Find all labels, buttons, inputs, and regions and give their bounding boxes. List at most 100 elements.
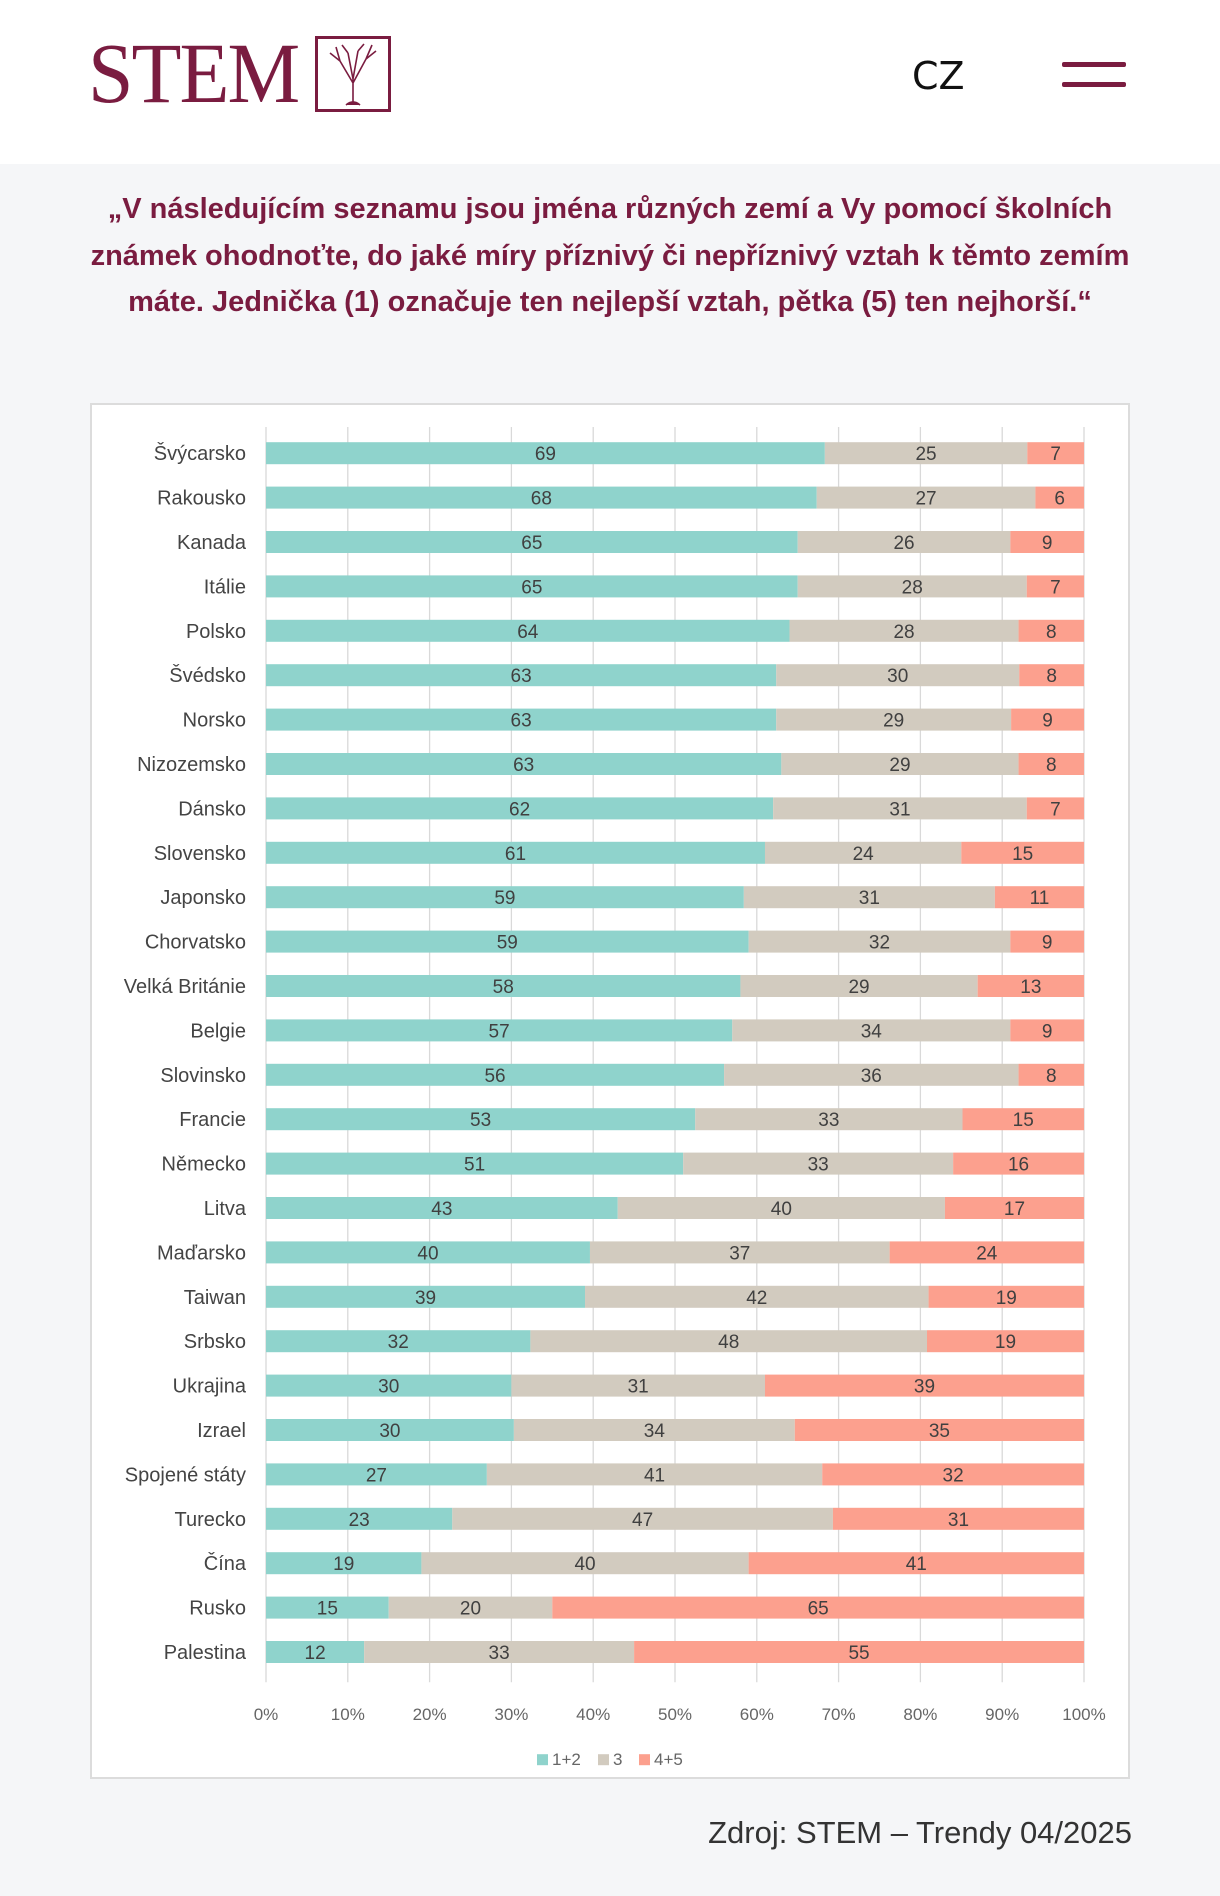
category-label: Palestina xyxy=(164,1642,247,1664)
data-label: 32 xyxy=(943,1465,964,1486)
data-label: 55 xyxy=(848,1643,869,1664)
data-label: 57 xyxy=(489,1021,510,1042)
bar-segment-1-2 xyxy=(266,1552,422,1575)
bar-segment-1-2 xyxy=(266,1507,453,1530)
x-tick-label: 100% xyxy=(1062,1705,1105,1724)
bar-segment-3 xyxy=(452,1507,833,1530)
data-label: 25 xyxy=(915,444,936,465)
chart-card: 0% 10% 20% 30% 40% 50% 60% 70% 80% 90% 100% Švýcars… xyxy=(90,403,1130,1779)
category-label: Kanada xyxy=(177,532,247,554)
bar-segment-4-5 xyxy=(977,975,1084,997)
bar-segment-3 xyxy=(797,575,1027,598)
category-label: Slovinsko xyxy=(160,1065,246,1087)
data-label: 59 xyxy=(494,888,515,909)
category-label: Ukrajina xyxy=(173,1376,247,1398)
data-label: 6 xyxy=(1054,489,1065,510)
data-label: 28 xyxy=(893,622,914,643)
data-label: 31 xyxy=(859,888,880,909)
bar-segment-3 xyxy=(724,1063,1019,1086)
bar-segment-3 xyxy=(776,708,1012,731)
data-label: 23 xyxy=(349,1510,370,1531)
category-label: Izrael xyxy=(197,1420,246,1442)
bar-segment-3 xyxy=(816,486,1036,509)
data-label: 29 xyxy=(848,977,869,998)
bar-segment-3 xyxy=(511,1374,765,1397)
hamburger-menu-icon[interactable] xyxy=(1062,62,1126,88)
bar-segment-1-2 xyxy=(266,1641,365,1663)
bar-segment-1-2 xyxy=(266,930,749,953)
logo-text: STEM xyxy=(88,25,300,121)
x-tick-label: 40% xyxy=(576,1705,610,1724)
bar-segment-3 xyxy=(530,1330,928,1353)
bar-segment-1-2 xyxy=(266,1419,514,1441)
data-label: 15 xyxy=(1013,1110,1034,1131)
data-label: 68 xyxy=(531,489,552,510)
data-label: 7 xyxy=(1050,444,1061,465)
data-label: 32 xyxy=(869,933,890,954)
category-label: Rusko xyxy=(189,1598,246,1620)
data-label: 30 xyxy=(379,1421,400,1442)
data-label: 32 xyxy=(388,1332,409,1353)
x-tick-label: 10% xyxy=(331,1705,365,1724)
bar-segment-4-5 xyxy=(832,1507,1084,1530)
data-label: 31 xyxy=(628,1377,649,1398)
data-label: 39 xyxy=(415,1288,436,1309)
bar-segment-3 xyxy=(683,1152,954,1175)
x-tick-label: 90% xyxy=(985,1705,1019,1724)
category-label: Švýcarsko xyxy=(154,442,246,465)
bar-segment-1-2 xyxy=(266,797,774,820)
bar-segment-4-5 xyxy=(1027,442,1084,465)
category-label: Maďarsko xyxy=(157,1242,246,1264)
bar-segment-1-2 xyxy=(266,1596,389,1619)
data-label: 40 xyxy=(771,1199,792,1220)
data-label: 8 xyxy=(1046,666,1057,687)
data-label: 56 xyxy=(484,1066,505,1087)
x-tick-label: 20% xyxy=(413,1705,447,1724)
data-label: 16 xyxy=(1008,1155,1029,1176)
bar-segment-4-5 xyxy=(764,1374,1084,1397)
language-switch[interactable]: CZ xyxy=(912,54,965,98)
data-label: 35 xyxy=(929,1421,950,1442)
bar-segment-1-2 xyxy=(266,531,798,553)
bar-segment-4-5 xyxy=(962,1108,1084,1131)
bar-segment-1-2 xyxy=(266,442,825,465)
category-label: Taiwan xyxy=(184,1287,246,1309)
data-label: 47 xyxy=(632,1510,653,1531)
bar-segment-3 xyxy=(589,1241,890,1264)
bar-segment-3 xyxy=(743,886,995,909)
data-label: 9 xyxy=(1042,1021,1053,1042)
data-label: 27 xyxy=(915,489,936,510)
bar-segment-1-2 xyxy=(266,1108,696,1131)
stem-logo[interactable]: STEM xyxy=(88,25,392,121)
category-label: Velká Británie xyxy=(124,976,246,998)
data-label: 8 xyxy=(1046,622,1057,643)
data-label: 64 xyxy=(517,622,539,643)
data-label: 29 xyxy=(883,711,904,732)
data-label: 31 xyxy=(948,1510,969,1531)
bar-segment-1-2 xyxy=(266,1374,512,1397)
stacked-bar-chart: 0% 10% 20% 30% 40% 50% 60% 70% 80% 90% 100% Švýcars… xyxy=(124,427,1106,1769)
bar-segment-4-5 xyxy=(953,1152,1084,1175)
category-label: Nizozemsko xyxy=(137,754,246,776)
x-tick-label: 30% xyxy=(494,1705,528,1724)
data-label: 19 xyxy=(333,1554,354,1575)
site-header: STEM CZ xyxy=(0,0,1220,164)
bar-segment-4-5 xyxy=(1018,619,1084,642)
data-label: 33 xyxy=(489,1643,510,1664)
x-tick-label: 50% xyxy=(658,1705,692,1724)
bar-segment-3 xyxy=(748,930,1011,953)
category-label: Litva xyxy=(204,1198,247,1220)
x-tick-label: 0% xyxy=(254,1705,279,1724)
bar-segment-1-2 xyxy=(266,1241,590,1264)
bar-segment-1-2 xyxy=(266,1197,618,1219)
bar-segment-1-2 xyxy=(266,664,777,687)
bar-segment-3 xyxy=(732,1019,1011,1042)
data-label: 7 xyxy=(1050,799,1061,820)
x-tick-label: 70% xyxy=(822,1705,856,1724)
legend-swatch xyxy=(639,1754,650,1766)
bar-segment-4-5 xyxy=(1018,1063,1084,1086)
data-label: 19 xyxy=(995,1332,1016,1353)
data-label: 8 xyxy=(1046,755,1057,776)
bar-segment-1-2 xyxy=(266,753,782,775)
data-label: 40 xyxy=(417,1243,438,1264)
